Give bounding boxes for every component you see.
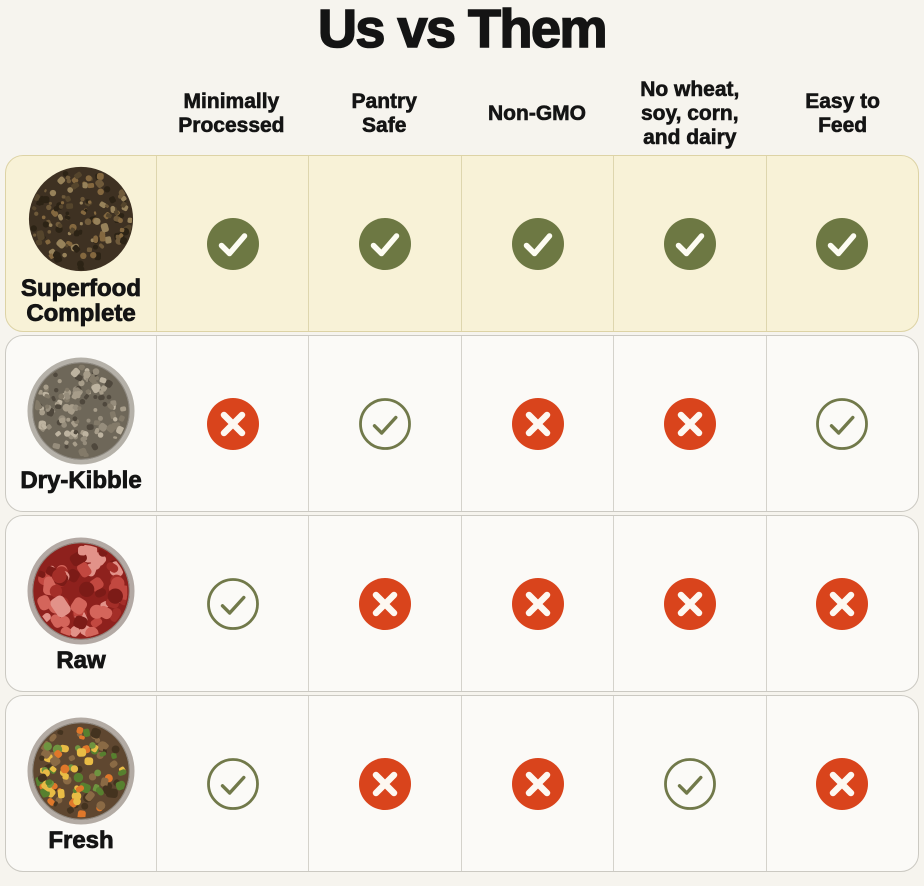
column-header-no-wheat-soy-corn-and-dairy: No wheat, soy, corn, and dairy	[640, 78, 740, 149]
column-header-minimally-processed: Minimally Processed	[178, 90, 285, 137]
status-cell-dry-kibble-3	[460, 336, 613, 511]
status-cell-fresh-1	[156, 696, 308, 871]
status-cell-superfood-complete-4	[613, 156, 765, 331]
x-circle-filled-icon	[206, 397, 260, 451]
product-label: Dry-Kibble	[20, 467, 142, 495]
product-cell: Raw	[6, 516, 156, 691]
status-cell-raw-5	[765, 516, 918, 691]
x-circle-filled-icon	[511, 397, 565, 451]
status-cell-dry-kibble-5	[765, 336, 918, 511]
x-circle-filled-icon	[511, 757, 565, 811]
status-cell-raw-2	[308, 516, 460, 691]
product-label: Superfood Complete	[21, 274, 142, 327]
x-circle-filled-icon	[358, 757, 412, 811]
x-circle-filled-icon	[663, 397, 717, 451]
x-circle-filled-icon	[511, 577, 565, 631]
status-cell-superfood-complete-2	[308, 156, 460, 331]
product-label: Fresh	[48, 827, 114, 855]
x-circle-filled-icon	[815, 577, 869, 631]
check-circle-outline-icon	[206, 757, 260, 811]
x-circle-filled-icon	[358, 577, 412, 631]
status-cell-superfood-complete-3	[460, 156, 613, 331]
status-cell-raw-4	[613, 516, 765, 691]
column-headers: Minimally Processed Pantry Safe Non-GMO No …	[5, 76, 919, 152]
raw-food-image	[27, 537, 135, 645]
table-row-superfood-complete: Superfood Complete	[5, 155, 919, 332]
status-cell-fresh-5	[765, 696, 918, 871]
check-circle-filled-icon	[511, 217, 565, 271]
check-circle-outline-icon	[663, 757, 717, 811]
dry-kibble-food-image	[27, 357, 135, 465]
table-row-raw: Raw	[5, 515, 919, 692]
status-cell-raw-3	[460, 516, 613, 691]
column-header-easy-to-feed: Easy to Feed	[805, 90, 880, 137]
status-cell-superfood-complete-5	[765, 156, 918, 331]
status-cell-dry-kibble-4	[613, 336, 765, 511]
column-header-non-gmo: Non-GMO	[488, 102, 587, 126]
check-circle-outline-icon	[206, 577, 260, 631]
page-title: Us vs Them	[317, 0, 608, 59]
product-cell: Dry-Kibble	[6, 336, 156, 511]
fresh-food-image	[27, 717, 135, 825]
status-cell-dry-kibble-2	[308, 336, 460, 511]
status-cell-superfood-complete-1	[156, 156, 308, 331]
superfood-complete-food-image	[27, 165, 135, 273]
product-label: Raw	[56, 647, 106, 675]
status-cell-raw-1	[156, 516, 308, 691]
product-cell: Superfood Complete	[6, 156, 156, 331]
comparison-table: Superfood Complete Dry-Kibble Raw Fresh	[5, 155, 919, 872]
check-circle-outline-icon	[358, 397, 412, 451]
check-circle-filled-icon	[815, 217, 869, 271]
x-circle-filled-icon	[815, 757, 869, 811]
status-cell-fresh-4	[613, 696, 765, 871]
product-cell: Fresh	[6, 696, 156, 871]
column-header-pantry-safe: Pantry Safe	[351, 90, 417, 137]
check-circle-outline-icon	[815, 397, 869, 451]
check-circle-filled-icon	[206, 217, 260, 271]
table-row-fresh: Fresh	[5, 695, 919, 872]
status-cell-dry-kibble-1	[156, 336, 308, 511]
status-cell-fresh-2	[308, 696, 460, 871]
table-row-dry-kibble: Dry-Kibble	[5, 335, 919, 512]
check-circle-filled-icon	[358, 217, 412, 271]
x-circle-filled-icon	[663, 577, 717, 631]
check-circle-filled-icon	[663, 217, 717, 271]
status-cell-fresh-3	[460, 696, 613, 871]
